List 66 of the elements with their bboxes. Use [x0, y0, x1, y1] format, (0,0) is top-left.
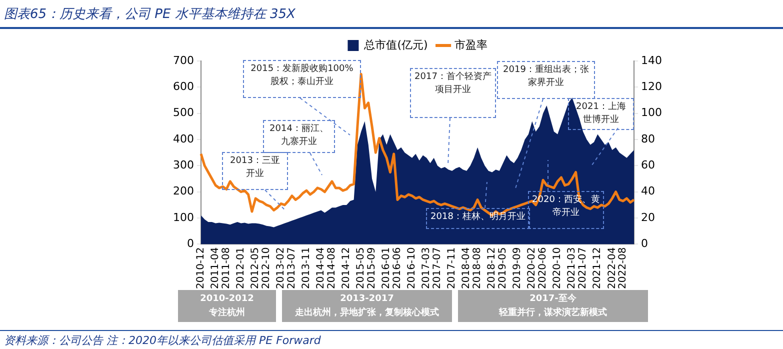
- x-tick-label: 2013-07: [286, 247, 298, 290]
- x-tick-label: 2018-08: [472, 247, 484, 290]
- annotation: 2017：首个轻资产项目开业: [410, 68, 496, 118]
- y-tick-label: 200: [172, 184, 194, 198]
- annotation: 2014：丽江、九寨开业: [263, 120, 335, 153]
- y2-tick-label: 60: [641, 158, 656, 172]
- text: 2013-2017: [339, 293, 395, 306]
- y-tick-label: 400: [172, 132, 194, 146]
- y2-tick-label: 40: [641, 184, 656, 198]
- x-tick-label: 2017-11: [446, 247, 458, 290]
- x-tick-label: 2018-04: [461, 247, 472, 290]
- x-tick-label: 2021-12: [592, 247, 604, 290]
- x-tick-label: 2013-02: [276, 247, 287, 290]
- x-tick-label: 2020-06: [538, 247, 549, 290]
- y-tick-label: 100: [172, 210, 194, 224]
- y-tick-label: 0: [186, 237, 194, 250]
- x-tick-label: 2014-08: [326, 247, 338, 290]
- x-tick-label: 2021-07: [578, 247, 589, 290]
- y2-tick-label: 0: [641, 237, 648, 250]
- text: 走出杭州，异地扩张，复制核心模式: [294, 306, 440, 320]
- x-tick-label: 2013-11: [301, 247, 312, 290]
- annotation: 2019：重组出表；张家界开业: [497, 61, 595, 99]
- x-tick-label: 2012-01: [236, 247, 247, 290]
- x-tick-label: 2017-07: [432, 247, 444, 290]
- y2-tick-label: 120: [641, 80, 662, 94]
- x-tick-label: 2015-09: [366, 247, 378, 290]
- annotation: 2013：三亚开业: [222, 152, 288, 190]
- x-tick-label: 2021-03: [566, 247, 578, 290]
- annotation: 2015：发新股收购100%股权；泰山开业: [243, 60, 361, 98]
- x-tick-label: 2019-09: [512, 247, 524, 290]
- x-tick-label: 2010-12: [196, 247, 207, 290]
- text: 资料来源：公司公告 注：2020年以来公司估值采用 PE Forward: [4, 334, 321, 347]
- x-tick-label: 2016-06: [392, 247, 404, 290]
- x-tick-label: 2014-12: [341, 247, 352, 290]
- text: 轻重并行，谋求演艺新模式: [498, 306, 608, 320]
- y2-tick-label: 100: [641, 106, 662, 120]
- y-tick-label: 500: [172, 106, 194, 120]
- x-tick-label: 2012-05: [250, 247, 262, 290]
- y-tick-label: 700: [172, 54, 194, 67]
- x-tick-label: 2018-12: [486, 247, 498, 290]
- legend-label: 市盈率: [454, 38, 488, 52]
- chart-title: 图表65：历史来看，公司 PE 水平基本维持在 35X: [4, 6, 296, 23]
- x-tick-label: 2012-10: [261, 247, 272, 290]
- legend-label: 总市值(亿元): [363, 38, 428, 52]
- y-tick-label: 600: [172, 80, 194, 94]
- x-tick-label: 2020-02: [526, 247, 538, 290]
- x-tick-label: 2016-10: [406, 247, 418, 290]
- annotation: 2021：上海世博开业: [568, 98, 634, 130]
- x-tick-label: 2020-10: [552, 247, 564, 290]
- text: 2017-至今: [528, 292, 578, 306]
- x-tick-label: 2015-05: [356, 247, 367, 290]
- y2-tick-label: 140: [641, 54, 662, 67]
- x-tick-label: 2019-05: [498, 247, 509, 290]
- x-tick-label: 2022-04: [606, 247, 618, 290]
- y-tick-label: 300: [172, 158, 194, 172]
- x-tick-label: 2011-04: [210, 247, 222, 290]
- x-tick-label: 2011-08: [221, 247, 232, 290]
- x-tick-label: 2022-08: [618, 247, 629, 290]
- x-tick-label: 2016-01: [381, 247, 392, 290]
- y2-tick-label: 20: [641, 210, 656, 224]
- x-tick-label: 2017-03: [421, 247, 432, 290]
- x-tick-label: 2014-04: [316, 247, 327, 290]
- y2-tick-label: 80: [641, 132, 656, 146]
- annotation: 2018：桂林、明月开业: [426, 208, 530, 229]
- text: 专注杭州: [208, 306, 246, 320]
- text: 2010-2012: [199, 293, 255, 306]
